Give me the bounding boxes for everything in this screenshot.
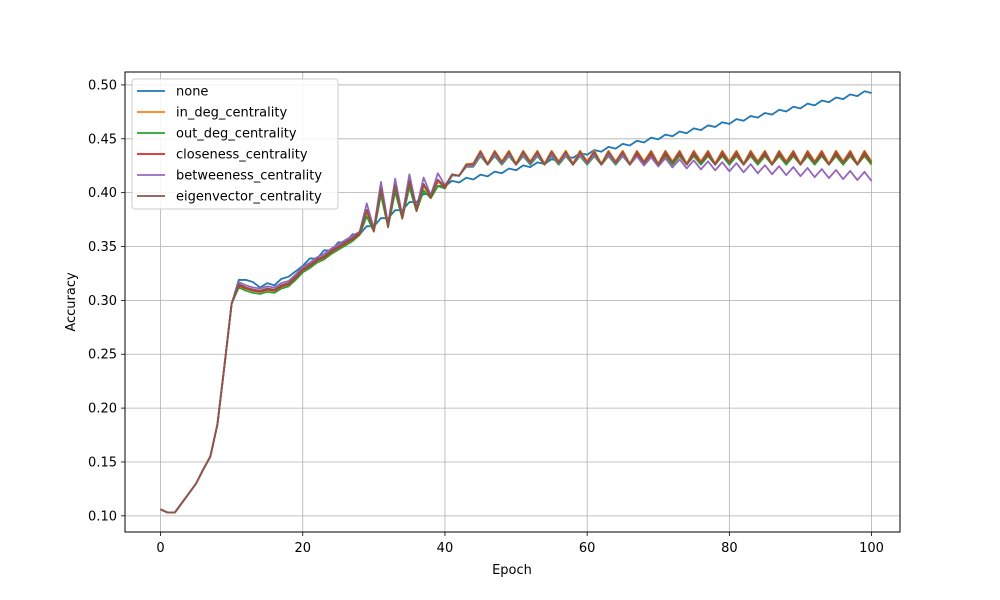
legend-label: betweeness_centrality	[176, 169, 322, 184]
y-axis-ticks: 0.10 0.15 0.20 0.25 0.30 0.35 0.40 0.45 0.50	[88, 78, 125, 524]
y-tick-label: 0.45	[88, 132, 117, 147]
x-tick-label: 40	[437, 541, 454, 556]
legend-label: closeness_centrality	[176, 148, 308, 163]
legend-label: out_deg_centrality	[176, 127, 297, 142]
legend-label: eigenvector_centrality	[176, 190, 322, 205]
x-tick-label: 20	[294, 541, 311, 556]
plot-frame	[124, 71, 901, 533]
x-tick-label: 60	[579, 541, 596, 556]
y-tick-label: 0.10	[88, 509, 117, 524]
series-line-eigenvector-centrality	[160, 150, 873, 514]
y-tick-label: 0.30	[88, 294, 117, 309]
y-axis-label: Accuracy	[64, 272, 79, 332]
legend-box	[131, 78, 339, 210]
x-axis-label: Epoch	[492, 563, 532, 578]
x-tick-label: 100	[859, 541, 884, 556]
legend-label: in_deg_centrality	[176, 106, 287, 121]
y-tick-label: 0.50	[88, 78, 117, 93]
legend: none in_deg_centrality out_deg_centralityc…	[131, 78, 339, 210]
y-tick-label: 0.25	[88, 348, 117, 363]
x-tick-label: 80	[721, 541, 738, 556]
y-tick-label: 0.20	[88, 402, 117, 417]
x-tick-label: 0	[156, 541, 164, 556]
y-tick-label: 0.35	[88, 240, 117, 255]
series-line-none	[160, 90, 872, 514]
series-lines	[160, 90, 873, 514]
legend-label: none	[176, 85, 208, 100]
y-tick-label: 0.40	[88, 186, 117, 201]
x-axis-ticks: 0 20 40 60 80 100	[156, 532, 884, 556]
grid-lines	[125, 72, 900, 532]
y-tick-label: 0.15	[88, 455, 117, 470]
